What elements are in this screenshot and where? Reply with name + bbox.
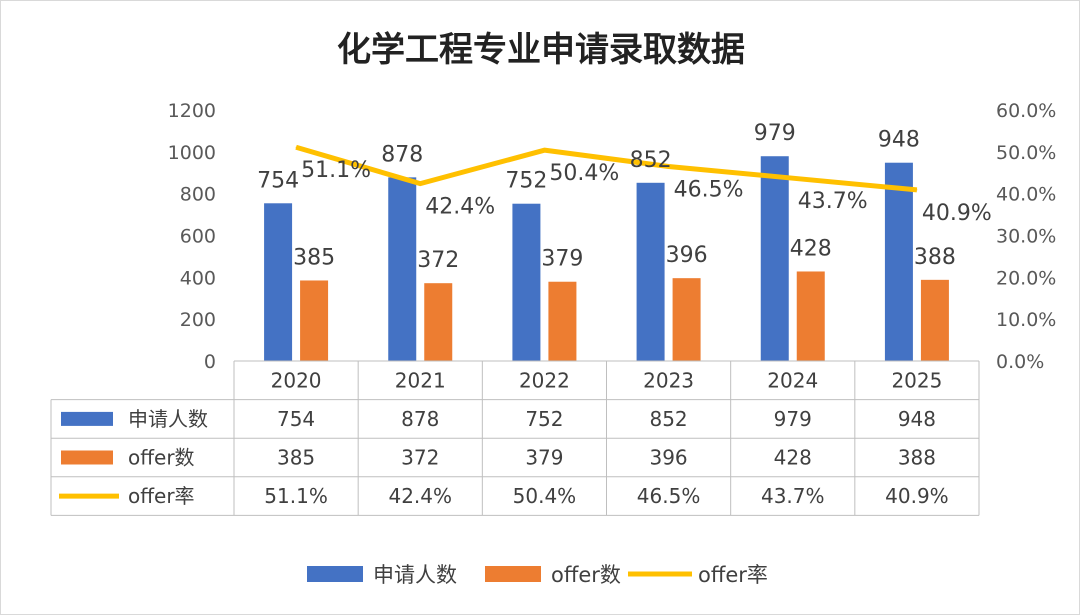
y-right-tick-label: 0.0% [996, 351, 1044, 373]
bar-applicants-2022 [512, 203, 541, 361]
label-applicants: 852 [630, 148, 672, 173]
y-left-tick-label: 1000 [168, 142, 216, 164]
table-cell: 979 [774, 407, 812, 431]
label-offer-rate: 50.4% [549, 161, 619, 186]
point-offer-rate [792, 177, 794, 179]
table-key-applicants [61, 411, 113, 426]
label-offers: 379 [541, 247, 583, 272]
point-offer-rate [916, 189, 918, 191]
bar-offers-2025 [920, 279, 949, 361]
y-left-tick-label: 800 [180, 184, 216, 206]
table-cell: 51.1% [264, 484, 328, 508]
chart-title: 化学工程专业申请录取数据 [337, 30, 745, 70]
bar-offers-2021 [424, 283, 453, 361]
y-left-tick-label: 1200 [168, 100, 216, 122]
line-offer-rate [295, 144, 918, 193]
table-key-offers [61, 450, 113, 465]
x-tick-label: 2024 [767, 368, 818, 392]
point-offer-rate [419, 183, 421, 185]
point-offer-rate [668, 165, 670, 167]
label-applicants: 754 [257, 168, 299, 193]
legend-key-applicants [307, 566, 363, 582]
bar-offers-2024 [796, 271, 825, 361]
table-cell: 43.7% [761, 484, 825, 508]
bar-offers-2020 [300, 280, 329, 361]
table-cell: 948 [898, 407, 936, 431]
table-cell: 40.9% [885, 484, 949, 508]
label-offers: 396 [666, 243, 708, 268]
label-offers: 385 [293, 245, 335, 270]
table-series-name: offer率 [128, 484, 195, 508]
table-cell: 372 [401, 446, 439, 470]
x-tick-label: 2022 [519, 368, 570, 392]
x-tick-label: 2021 [395, 368, 446, 392]
y-right-tick-label: 40.0% [996, 184, 1056, 206]
y-right-tick-label: 50.0% [996, 142, 1056, 164]
table-cell: 878 [401, 407, 439, 431]
legend-label: 申请人数 [373, 563, 457, 587]
table-cell: 42.4% [388, 484, 452, 508]
table-cell: 752 [525, 407, 563, 431]
legend: 申请人数 offer数 offer率 [307, 563, 768, 587]
table-cell: 379 [525, 446, 563, 470]
y-right-tick-label: 10.0% [996, 309, 1056, 331]
label-offer-rate: 46.5% [674, 177, 744, 202]
legend-label: offer数 [551, 563, 621, 587]
table-cell: 388 [898, 446, 936, 470]
bar-offers-2022 [548, 281, 577, 361]
table-cell: 385 [277, 446, 315, 470]
bar-offers-2023 [672, 278, 701, 361]
data-labels: 754 385 878 372 752 379 852 396 979 428 948 388 51.1… [257, 121, 992, 273]
y-right-tick-label: 60.0% [996, 100, 1056, 122]
table-cell: 396 [649, 446, 687, 470]
label-applicants: 948 [878, 128, 920, 153]
point-offer-rate [295, 146, 297, 148]
point-offer-rate [543, 149, 545, 151]
table-series-name: 申请人数 [128, 407, 208, 431]
table-cell: 852 [649, 407, 687, 431]
y-axis-left: 0 200 400 600 800 1000 1200 [168, 100, 216, 373]
label-offer-rate: 43.7% [798, 189, 868, 214]
bar-applicants-2023 [636, 182, 665, 361]
label-offers: 388 [914, 245, 956, 270]
table-cell: 428 [774, 446, 812, 470]
legend-label: offer率 [698, 563, 768, 587]
bar-applicants-2025 [884, 162, 913, 361]
label-applicants: 878 [381, 142, 423, 167]
y-left-tick-label: 200 [180, 309, 216, 331]
label-offers: 372 [417, 248, 459, 273]
label-applicants: 979 [754, 121, 796, 146]
bar-series [264, 156, 949, 361]
label-applicants: 752 [505, 169, 547, 194]
bar-applicants-2024 [760, 156, 789, 361]
y-axis-right: 0.0% 10.0% 20.0% 30.0% 40.0% 50.0% 60.0% [996, 100, 1056, 373]
label-offer-rate: 40.9% [922, 201, 992, 226]
table-cell: 50.4% [513, 484, 577, 508]
label-offer-rate: 42.4% [425, 195, 495, 220]
table-series-name: offer数 [128, 446, 195, 470]
y-right-tick-label: 20.0% [996, 267, 1056, 289]
x-tick-label: 2025 [891, 368, 942, 392]
y-right-tick-label: 30.0% [996, 226, 1056, 248]
y-left-tick-label: 400 [180, 267, 216, 289]
table-cell: 46.5% [637, 484, 701, 508]
bar-applicants-2021 [388, 177, 417, 361]
legend-key-offers [485, 566, 541, 582]
label-offers: 428 [790, 236, 832, 261]
y-left-tick-label: 0 [204, 351, 216, 373]
data-table: 2020 2021 2022 2023 2024 2025 申请人数 754 878 752 852… [50, 360, 980, 516]
line-series [295, 144, 918, 193]
x-tick-label: 2023 [643, 368, 694, 392]
y-left-tick-label: 600 [180, 226, 216, 248]
label-offer-rate: 51.1% [301, 158, 371, 183]
table-cell: 754 [277, 407, 315, 431]
x-tick-label: 2020 [271, 368, 322, 392]
bar-applicants-2020 [264, 203, 293, 361]
